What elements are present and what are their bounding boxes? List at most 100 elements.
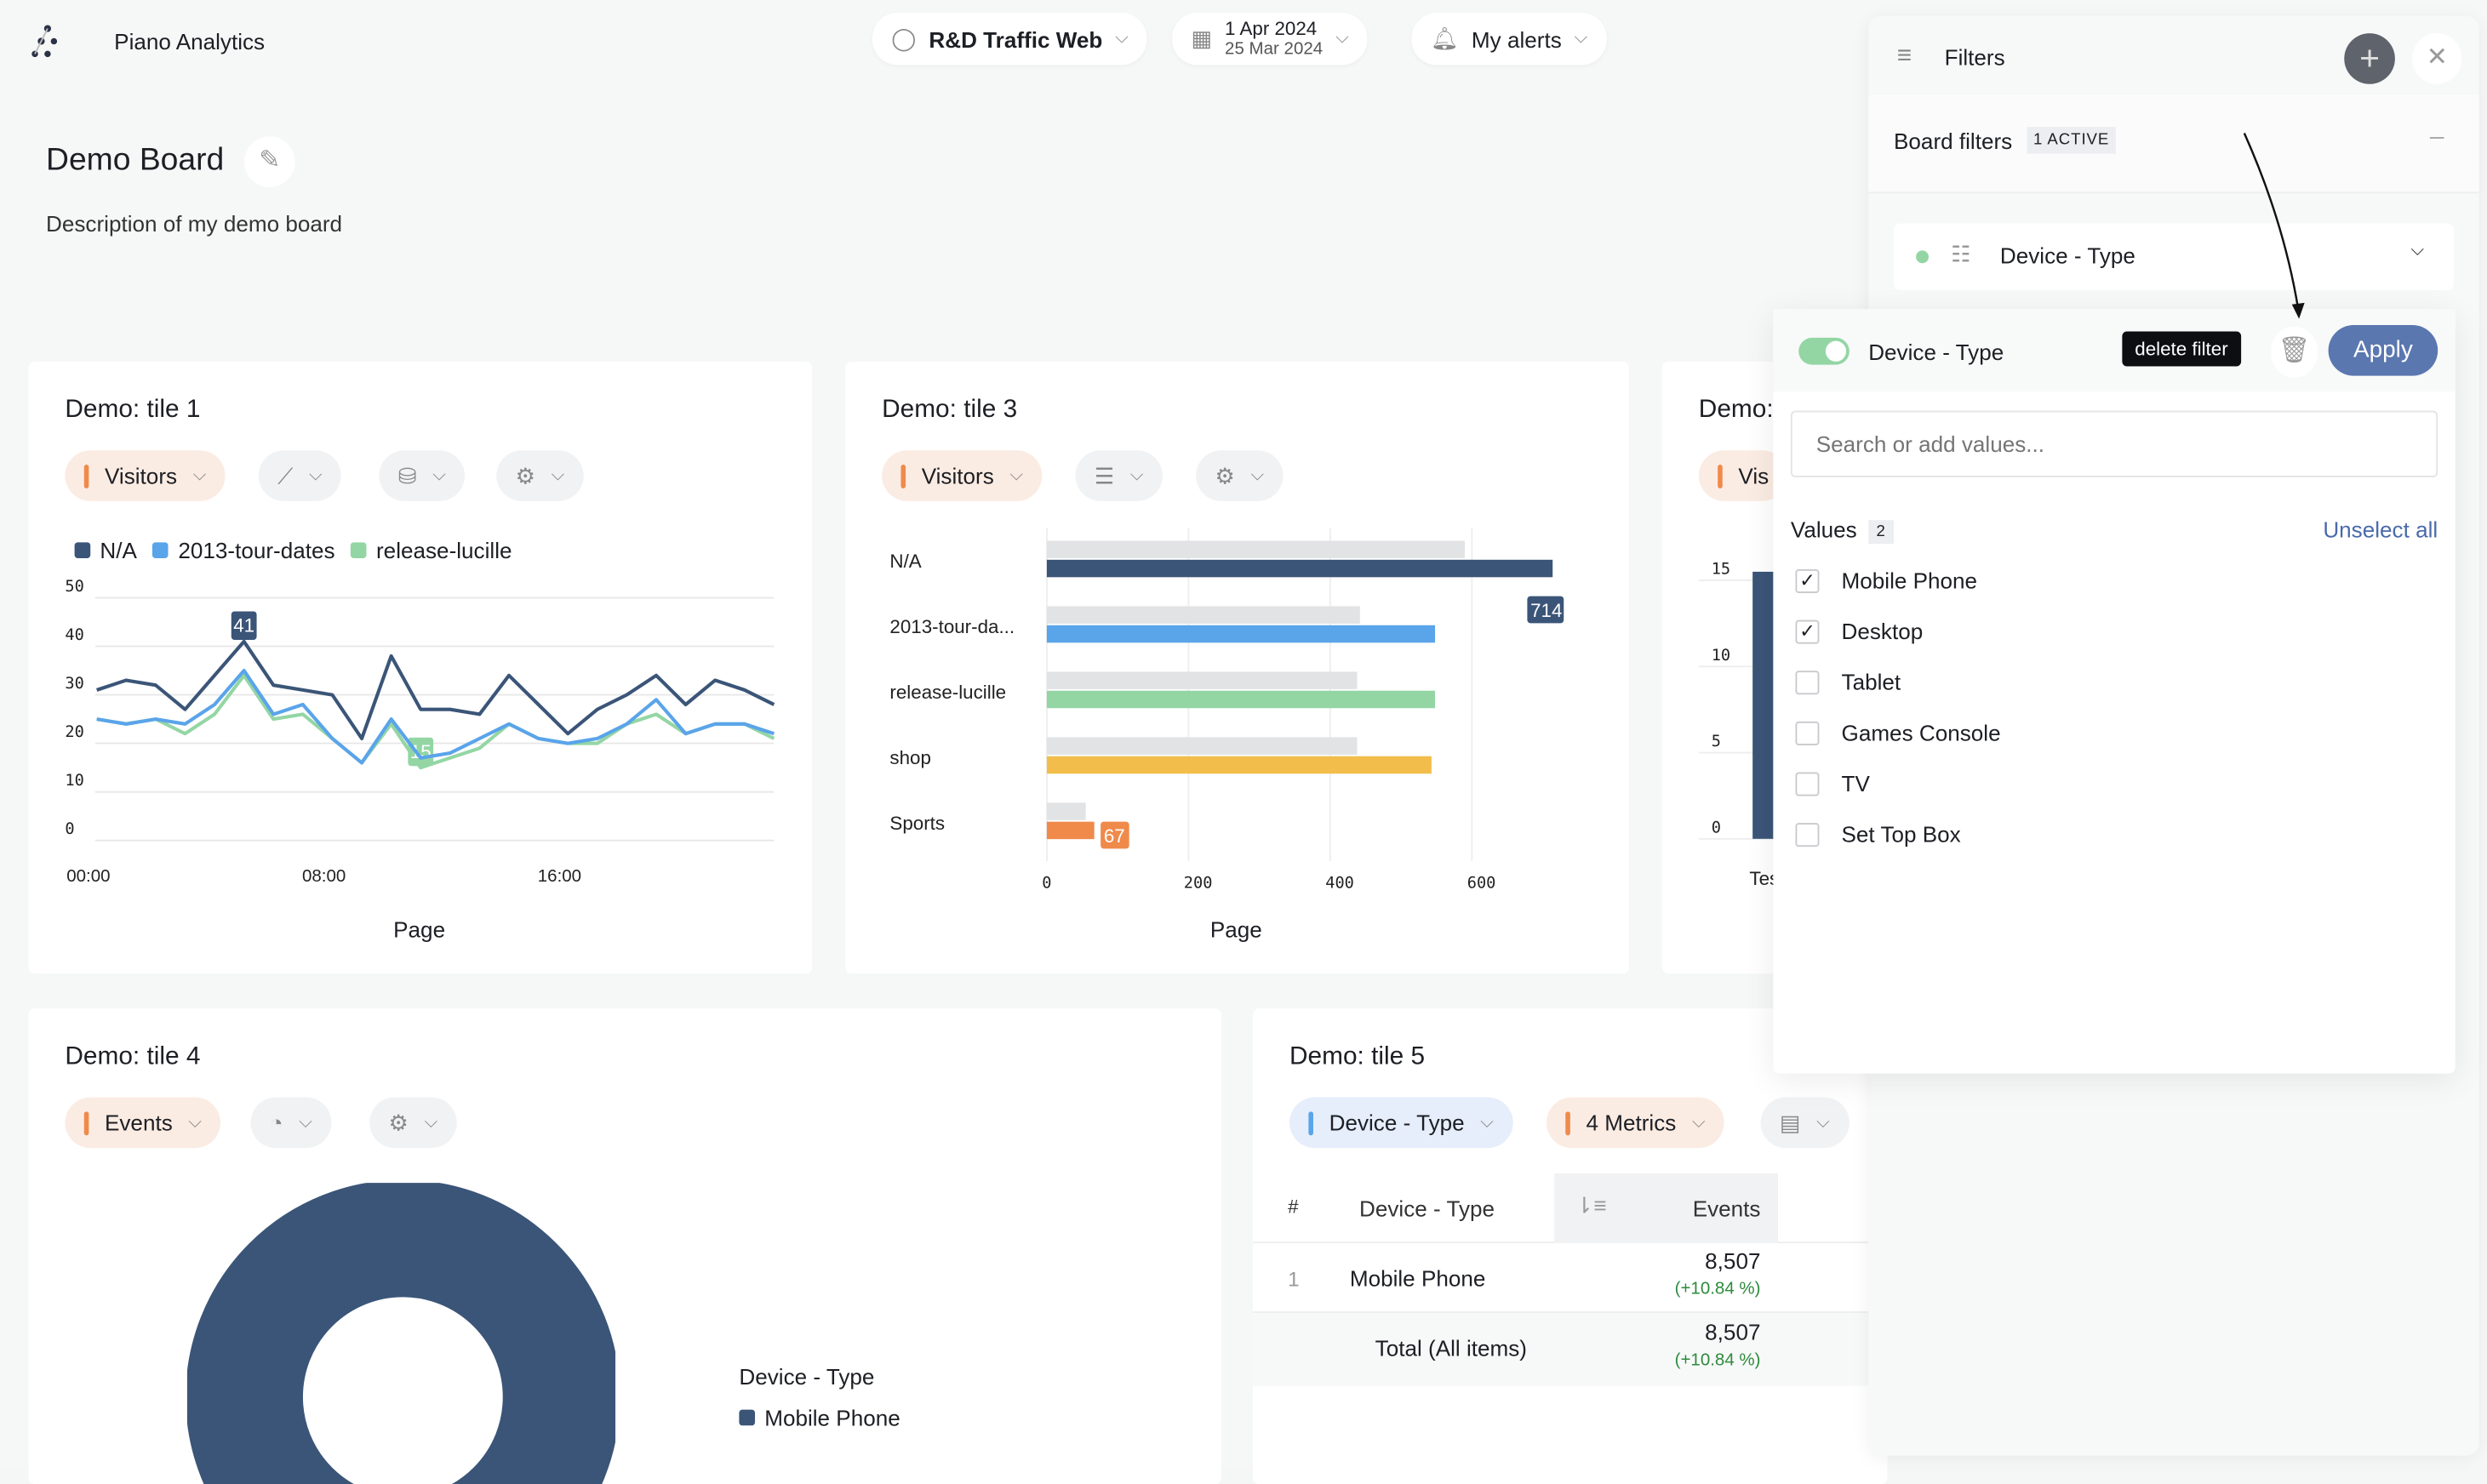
value-option[interactable]: ✓Desktop: [1795, 619, 1923, 644]
chevron-down-icon: ⌵: [1130, 465, 1144, 486]
legend-label: Mobile Phone: [764, 1405, 900, 1430]
values-count-badge: 2: [1868, 520, 1893, 544]
value-option[interactable]: Set Top Box: [1795, 821, 1960, 847]
filter-icon: ≡: [1897, 43, 1912, 71]
table-icon: ▤: [1780, 1110, 1801, 1137]
option-label: TV: [1842, 771, 1870, 796]
delete-filter-button[interactable]: 🗑︎: [2272, 327, 2318, 378]
value-option[interactable]: Games Console: [1795, 720, 2000, 745]
close-panel-button[interactable]: ✕: [2412, 33, 2461, 84]
metric-selector[interactable]: Visitors ⌵: [882, 450, 1042, 501]
data-source-selector[interactable]: ⛁⌵: [379, 450, 465, 501]
x-axis-label: Page: [1210, 916, 1262, 942]
category-label: 2013-tour-da...: [889, 616, 1015, 637]
pie-chart-icon: ◔: [270, 1110, 283, 1135]
bar-compare: [1047, 737, 1358, 754]
column-events: Events: [1693, 1196, 1761, 1221]
alerts-button[interactable]: 🔔︎My alerts⌵: [1412, 13, 1607, 65]
dimension-selector[interactable]: Device - Type⌵: [1289, 1098, 1512, 1149]
settings-selector[interactable]: ⚙⌵: [369, 1098, 456, 1149]
legend-item[interactable]: 2013-tour-dates: [153, 538, 335, 563]
bar-compare: [1047, 671, 1358, 688]
collapse-button[interactable]: –: [2430, 123, 2444, 152]
metric-selector[interactable]: Visitors⌵: [65, 450, 225, 501]
add-filter-button[interactable]: +: [2344, 33, 2395, 84]
series-line-2013-tour-dates: [97, 671, 775, 762]
row-rank: 1: [1288, 1267, 1299, 1291]
bell-icon: 🔔︎: [1431, 26, 1459, 53]
chart-type-selector[interactable]: ⟋⌵: [259, 450, 341, 501]
value-option[interactable]: Tablet: [1795, 669, 1901, 694]
table-row[interactable]: 1 Mobile Phone 8,507 (+10.84 %): [1253, 1243, 1887, 1313]
bar-compare: [1047, 606, 1360, 623]
chart-type-selector[interactable]: ▤⌵: [1760, 1098, 1849, 1149]
checkbox[interactable]: ✓: [1795, 568, 1819, 592]
search-values-input[interactable]: [1791, 411, 2438, 477]
settings-selector[interactable]: ⚙⌵: [1196, 450, 1283, 501]
chevron-down-icon: ⌵: [188, 1112, 202, 1133]
column-device-type[interactable]: Device - Type: [1359, 1196, 1495, 1221]
checkbox[interactable]: [1795, 822, 1819, 846]
checkbox[interactable]: [1795, 721, 1819, 745]
metric-selector[interactable]: Events ⌵: [65, 1098, 220, 1149]
legend-label: release-lucille: [376, 538, 512, 563]
legend-label: N/A: [100, 538, 137, 563]
active-badge: 1 ACTIVE: [2027, 127, 2116, 154]
values-label: Values: [1791, 517, 1857, 543]
filters-title: Filters: [1945, 44, 2005, 70]
y-tick-label: 50: [65, 578, 83, 596]
tile-title: Demo: tile 3: [882, 397, 1017, 425]
board-description: Description of my demo board: [46, 211, 342, 237]
tile-title: Demo: tile 1: [65, 397, 200, 425]
unselect-all-link[interactable]: Unselect all: [2323, 517, 2438, 543]
legend-item[interactable]: N/A: [75, 538, 137, 563]
x-tick-label: 400: [1325, 875, 1354, 893]
checkbox[interactable]: [1795, 772, 1819, 796]
apply-button[interactable]: Apply: [2329, 325, 2438, 376]
filter-name: Device - Type: [2000, 243, 2135, 268]
checkbox[interactable]: ✓: [1795, 619, 1819, 643]
bar: [1047, 560, 1552, 577]
row-label: Mobile Phone: [1350, 1265, 1486, 1291]
total-change: (+10.84 %): [1554, 1351, 1760, 1370]
date-main: 1 Apr 2024: [1225, 18, 1323, 38]
chevron-down-icon: ⌵: [309, 465, 323, 486]
y-tick-label: 0: [1712, 819, 1721, 836]
edit-title-button[interactable]: ✎: [244, 136, 295, 187]
page-title: Demo Board: [46, 143, 224, 180]
plus-icon: +: [2359, 38, 2380, 78]
bar-compare: [1047, 540, 1465, 557]
chevron-down-icon: ⌵: [1692, 1112, 1706, 1133]
y-tick-label: 20: [65, 723, 83, 741]
checkbox[interactable]: [1795, 670, 1819, 693]
metric-label: Events: [105, 1110, 173, 1135]
gear-icon: ⚙: [389, 1110, 409, 1137]
legend-item[interactable]: release-lucille: [351, 538, 512, 563]
total-label: Total (All items): [1375, 1335, 1527, 1361]
chart-type-selector[interactable]: ◔⌵: [250, 1098, 331, 1149]
piano-logo-icon: [27, 24, 66, 59]
legend-item[interactable]: Mobile Phone: [739, 1405, 900, 1430]
site-label: R&D Traffic Web: [929, 26, 1102, 52]
option-label: Set Top Box: [1842, 821, 1961, 847]
filter-enabled-toggle[interactable]: [1798, 338, 1850, 365]
x-tick-label: 600: [1467, 875, 1496, 893]
filter-item-device-type[interactable]: ☷ Device - Type ⌵: [1894, 224, 2454, 290]
category-label: release-lucille: [889, 682, 1006, 703]
value-option[interactable]: TV: [1795, 771, 1869, 796]
table-total-row: Total (All items) 8,507 (+10.84 %): [1253, 1313, 1887, 1386]
sort-icon[interactable]: ⇂≡: [1575, 1192, 1606, 1219]
column-events-header[interactable]: ⇂≡ Events: [1554, 1173, 1778, 1243]
metrics-selector[interactable]: 4 Metrics⌵: [1547, 1098, 1724, 1149]
settings-selector[interactable]: ⚙⌵: [496, 450, 583, 501]
metric-label: Visitors: [922, 463, 994, 488]
chart-type-selector[interactable]: ☰⌵: [1075, 450, 1162, 501]
chevron-down-icon: ⌵: [1009, 465, 1023, 486]
value-option[interactable]: ✓Mobile Phone: [1795, 568, 1977, 593]
chevron-down-icon: ⌵: [425, 1112, 438, 1133]
status-dot: [1916, 250, 1929, 263]
site-selector[interactable]: ◯R&D Traffic Web⌵: [872, 13, 1147, 65]
pencil-icon: ✎: [259, 147, 280, 174]
